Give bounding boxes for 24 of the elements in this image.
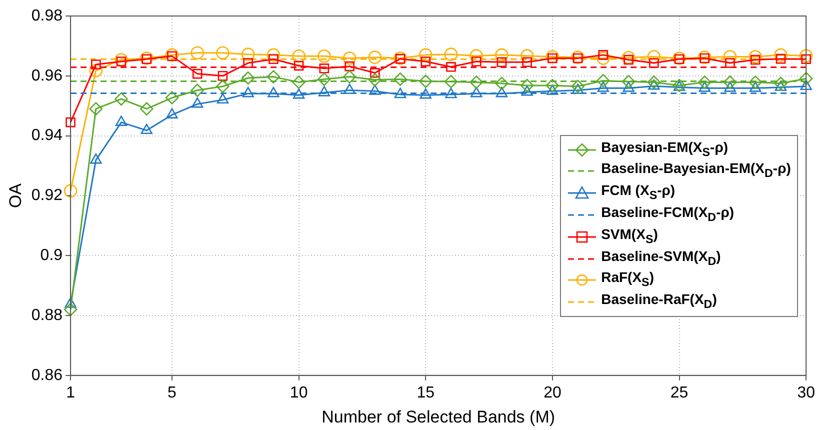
x-tick-label: 10 [290,384,308,402]
x-tick-label: 20 [544,384,562,402]
y-tick-label: 0.98 [31,7,63,24]
legend-label: Baseline-FCM(X$_{D}$-ρ) [601,204,734,226]
legend-label: Baseline-SVM(X$_{D}$) [601,248,721,270]
legend-label: Baseline-Bayesian-EM(X$_{D}$-ρ) [601,160,791,182]
legend-label: Baseline-RaF(X$_{D}$) [601,291,717,314]
y-tick-label: 0.86 [31,366,63,384]
legend-label: RaF(X$_{S}$) [601,269,654,292]
x-tick-label: 5 [168,384,177,402]
x-tick-label: 15 [416,384,435,402]
legend-label: Bayesian-EM(X$_{S}$-ρ) [601,138,728,160]
x-axis-title: Number of Selected Bands (M) [322,407,556,426]
y-tick-label: 0.96 [31,67,63,84]
legend-label: SVM(X$_{S}$) [601,226,658,248]
y-tick-label: 0.9 [40,247,63,264]
y-tick-label: 0.92 [31,187,63,204]
legend-label: FCM (X$_{S}$-ρ) [601,182,676,204]
x-tick-label: 1 [66,384,76,402]
y-axis-title: OA [6,182,25,208]
x-tick-label: 30 [797,384,816,402]
y-tick-label: 0.94 [31,127,63,144]
x-tick-label: 25 [670,384,688,402]
y-tick-label: 0.88 [31,306,63,324]
